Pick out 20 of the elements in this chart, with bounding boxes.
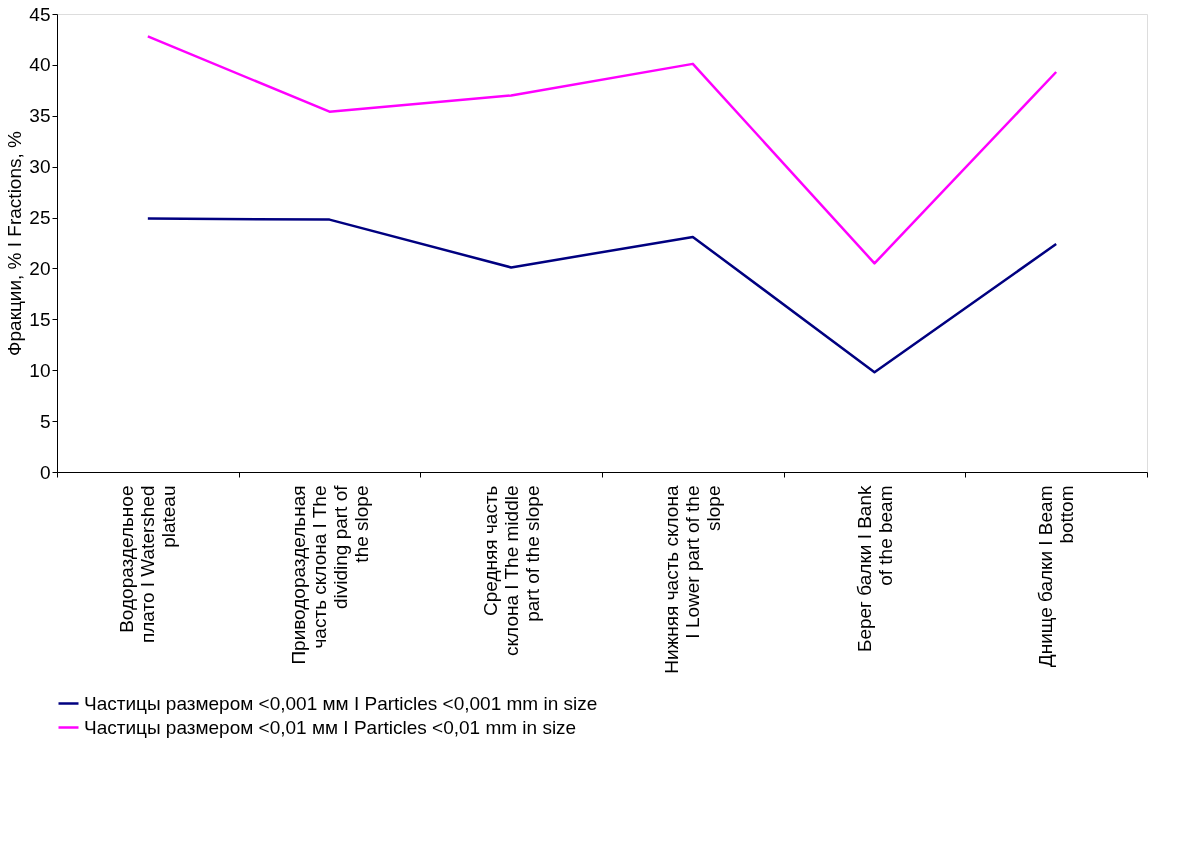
legend-label: Частицы размером <0,001 мм I Particles <0,001 mm in size bbox=[84, 692, 598, 714]
x-tick-label: Нижняя часть склона I Lower part of the slope bbox=[661, 485, 725, 674]
y-tick-label: 10 bbox=[29, 359, 51, 381]
y-tick-label: 20 bbox=[29, 257, 51, 279]
y-tick-label: 40 bbox=[29, 54, 51, 76]
line-series bbox=[146, 217, 1058, 374]
y-tick-label: 5 bbox=[39, 410, 51, 432]
y-tick-label: 35 bbox=[29, 105, 51, 127]
y-tick-label: 25 bbox=[29, 207, 51, 229]
x-tick-label: Берег балки I Bank of the beam bbox=[853, 485, 896, 653]
x-tick-label: Днище балки I Beam bottom bbox=[1035, 485, 1078, 668]
y-tick-label: 30 bbox=[29, 156, 51, 178]
y-axis-title: Фракции, % I Fractions, % bbox=[4, 130, 26, 356]
y-tick-label: 45 bbox=[29, 3, 51, 25]
legend-label: Частицы размером <0,01 мм I Particles <0,01 mm in size bbox=[84, 716, 577, 738]
line-series bbox=[146, 35, 1058, 265]
y-tick-label: 0 bbox=[39, 461, 51, 483]
x-tick-label: Приводораздельная часть склона I The dividing part of the slope bbox=[287, 484, 372, 665]
y-tick-label: 15 bbox=[29, 308, 51, 330]
x-tick-label: Водораздельное плато I Watershed plateau bbox=[116, 485, 180, 644]
